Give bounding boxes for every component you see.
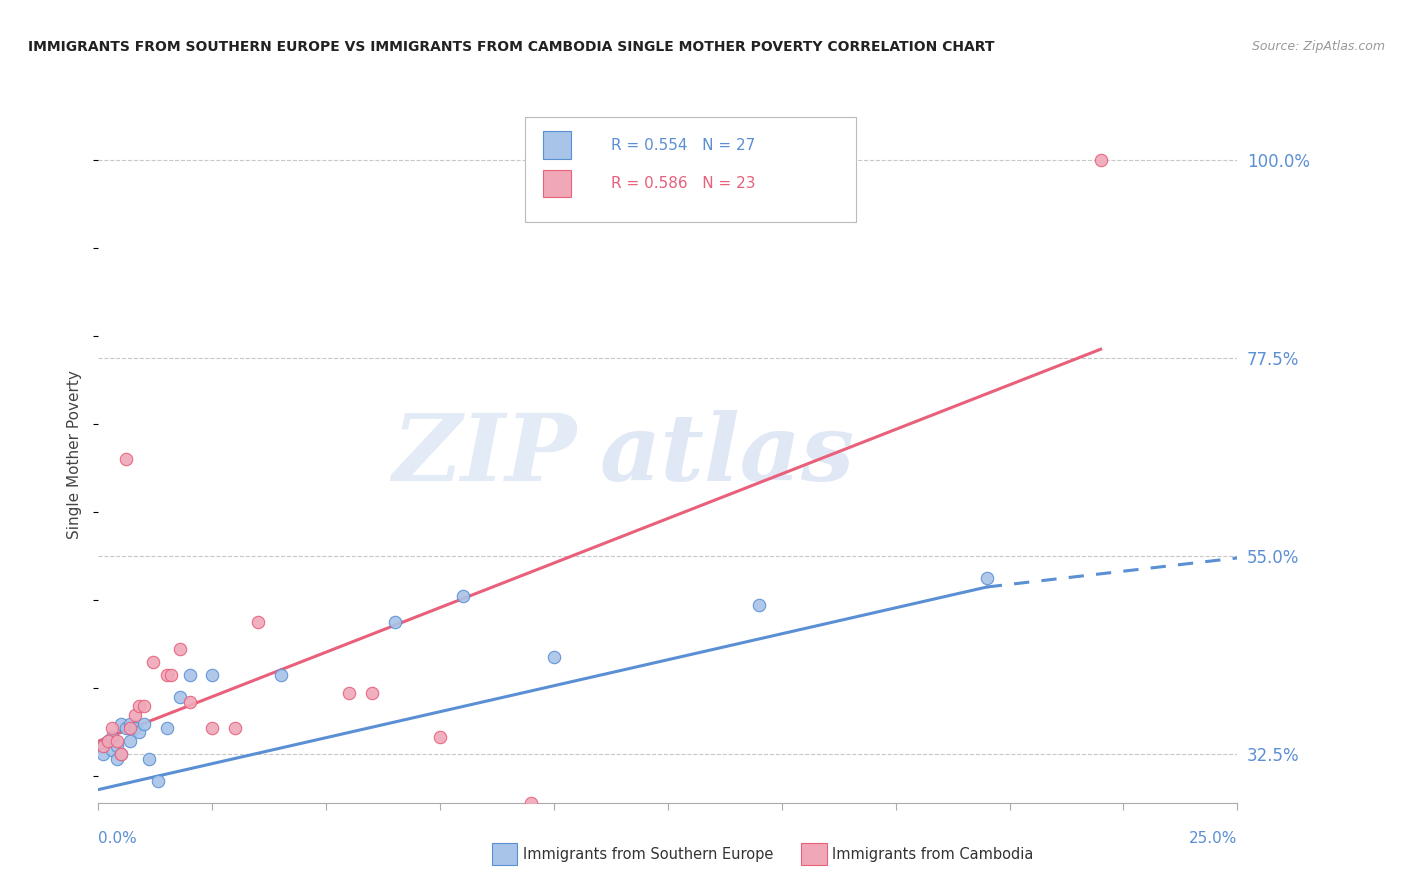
Point [429,730,451,744]
Text: R = 0.554   N = 27: R = 0.554 N = 27 [612,137,755,153]
Point [142,655,165,669]
Point [156,668,179,682]
Point [179,694,201,708]
Point [169,641,191,656]
Text: R = 0.586   N = 23: R = 0.586 N = 23 [612,176,755,191]
Point [146,773,169,788]
Point [246,615,269,630]
Point [124,721,146,735]
Point [156,721,179,735]
Point [120,721,142,735]
Point [120,716,142,731]
Text: Source: ZipAtlas.com: Source: ZipAtlas.com [1251,40,1385,54]
Point [96,734,118,748]
Point [91,747,114,762]
Point [1090,153,1112,167]
Point [270,668,292,682]
Point [520,796,543,810]
Point [169,690,191,705]
Point [138,752,160,766]
Point [101,730,124,744]
Bar [543,131,571,159]
Point [105,752,128,766]
Text: Immigrants from Southern Europe: Immigrants from Southern Europe [523,847,773,862]
Point [105,739,128,753]
Point [120,734,142,748]
Point [110,716,132,731]
Point [110,747,132,762]
Point [543,650,565,665]
Point [91,739,114,753]
Point [110,747,132,762]
Point [201,668,224,682]
Point [114,452,136,467]
Point [128,698,150,713]
Point [124,707,146,722]
Point [337,686,360,700]
Point [91,739,114,753]
FancyBboxPatch shape [526,118,856,222]
Point [451,589,474,603]
Point [748,598,770,612]
Point [360,686,382,700]
Point [179,668,201,682]
Point [101,743,124,757]
Point [105,734,128,748]
Point [96,734,118,748]
Text: Immigrants from Cambodia: Immigrants from Cambodia [832,847,1033,862]
Point [384,615,406,630]
Bar [543,169,571,197]
Point [128,725,150,739]
Text: 25.0%: 25.0% [1189,831,1237,846]
Point [132,698,155,713]
Point [114,721,136,735]
Point [132,716,155,731]
Text: ZIP: ZIP [392,410,576,500]
Point [160,668,183,682]
Text: 0.0%: 0.0% [98,831,138,846]
Point [201,721,224,735]
Point [101,721,124,735]
Text: IMMIGRANTS FROM SOUTHERN EUROPE VS IMMIGRANTS FROM CAMBODIA SINGLE MOTHER POVERT: IMMIGRANTS FROM SOUTHERN EUROPE VS IMMIG… [28,40,994,54]
Point [224,721,246,735]
Text: atlas: atlas [599,410,855,500]
Y-axis label: Single Mother Poverty: Single Mother Poverty [67,370,83,540]
Point [976,571,998,585]
